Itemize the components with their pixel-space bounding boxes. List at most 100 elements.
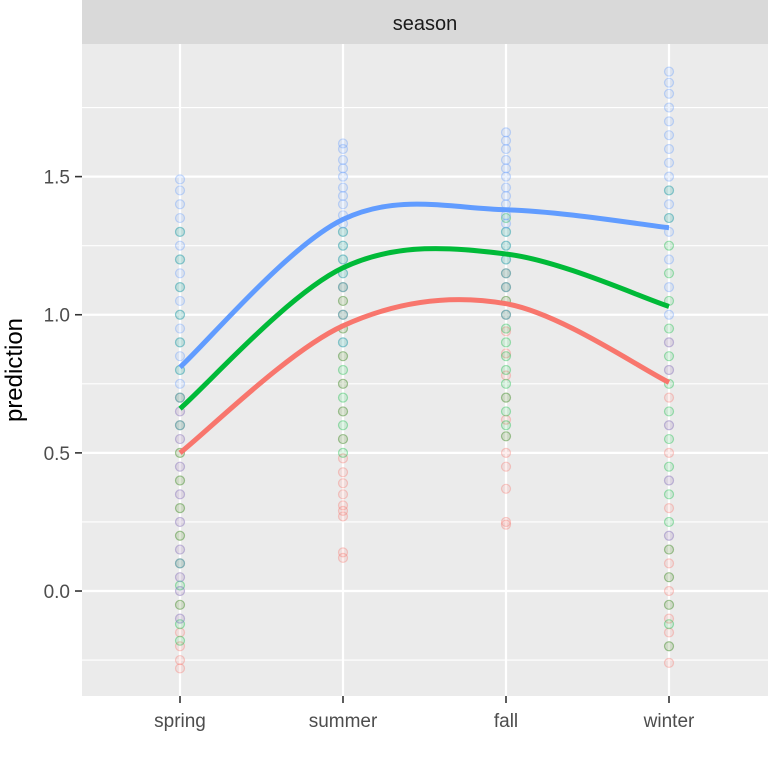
x-tick-label: summer bbox=[309, 711, 378, 732]
data-point bbox=[663, 503, 675, 514]
data-point bbox=[337, 351, 349, 362]
data-point bbox=[663, 77, 675, 88]
data-point bbox=[174, 475, 186, 486]
data-point bbox=[174, 199, 186, 210]
data-point bbox=[174, 212, 186, 224]
data-point bbox=[337, 154, 349, 166]
data-point bbox=[663, 212, 675, 224]
data-point bbox=[337, 199, 349, 210]
data-point bbox=[500, 461, 512, 472]
data-point bbox=[500, 171, 512, 182]
data-point bbox=[500, 240, 512, 251]
data-point bbox=[663, 619, 675, 630]
data-point bbox=[663, 240, 675, 251]
data-point bbox=[174, 641, 186, 652]
data-point bbox=[500, 378, 512, 389]
data-point bbox=[174, 420, 186, 431]
data-point bbox=[174, 558, 186, 569]
data-point bbox=[663, 130, 675, 141]
data-point bbox=[500, 337, 512, 348]
data-point bbox=[663, 268, 675, 279]
data-point bbox=[663, 185, 675, 196]
data-point bbox=[337, 182, 349, 193]
data-point bbox=[337, 143, 349, 155]
data-point bbox=[663, 641, 675, 652]
data-point bbox=[663, 530, 675, 541]
data-point bbox=[500, 309, 512, 320]
data-point bbox=[337, 309, 349, 320]
data-point bbox=[337, 309, 349, 320]
data-point bbox=[500, 326, 512, 337]
data-point bbox=[500, 406, 512, 417]
data-point bbox=[174, 558, 186, 569]
data-point bbox=[174, 530, 186, 541]
data-point bbox=[663, 364, 675, 376]
data-point bbox=[337, 447, 349, 458]
data-point bbox=[174, 337, 186, 348]
data-point bbox=[500, 351, 512, 362]
data-point bbox=[174, 503, 186, 514]
data-point bbox=[337, 364, 349, 376]
data-point bbox=[174, 585, 186, 597]
data-point bbox=[663, 212, 675, 224]
data-point bbox=[663, 516, 675, 528]
data-point bbox=[663, 323, 675, 334]
data-point bbox=[500, 268, 512, 279]
data-point bbox=[663, 544, 675, 555]
data-point bbox=[337, 351, 349, 362]
data-point bbox=[663, 558, 675, 569]
data-point bbox=[174, 635, 186, 646]
data-point bbox=[174, 530, 186, 541]
y-tick-label: 0.0 bbox=[44, 582, 70, 603]
data-point bbox=[174, 503, 186, 514]
data-point bbox=[337, 378, 349, 389]
data-point bbox=[663, 143, 675, 155]
data-point bbox=[174, 268, 186, 279]
data-point bbox=[337, 547, 349, 558]
data-point bbox=[663, 447, 675, 458]
data-point bbox=[174, 558, 186, 569]
data-point bbox=[663, 489, 675, 500]
data-point bbox=[337, 378, 349, 389]
data-point bbox=[174, 627, 186, 638]
data-point bbox=[174, 572, 186, 583]
data-point bbox=[500, 483, 512, 494]
data-point bbox=[500, 431, 512, 442]
data-point bbox=[663, 337, 675, 348]
x-axis: spring summer fall winter bbox=[154, 696, 695, 732]
data-point bbox=[174, 433, 186, 445]
data-point bbox=[500, 268, 512, 279]
data-point bbox=[663, 530, 675, 541]
data-point bbox=[174, 392, 186, 403]
data-point bbox=[174, 433, 186, 445]
data-point bbox=[174, 580, 186, 591]
data-point bbox=[500, 190, 512, 202]
data-point bbox=[337, 138, 349, 149]
data-point bbox=[174, 392, 186, 403]
y-axis: 0.0 0.5 1.0 1.5 bbox=[44, 168, 82, 603]
data-point bbox=[663, 420, 675, 431]
data-point bbox=[174, 226, 186, 237]
data-point bbox=[337, 392, 349, 403]
grid-lines bbox=[82, 44, 768, 696]
data-point bbox=[663, 116, 675, 127]
data-point bbox=[663, 199, 675, 210]
data-point bbox=[663, 420, 675, 431]
y-tick-label: 1.5 bbox=[44, 168, 70, 189]
data-point bbox=[337, 282, 349, 293]
data-point bbox=[500, 163, 512, 174]
data-point bbox=[500, 226, 512, 237]
data-point bbox=[500, 447, 512, 458]
data-point bbox=[337, 240, 349, 251]
data-point bbox=[337, 282, 349, 293]
data-point bbox=[174, 378, 186, 389]
data-point bbox=[337, 489, 349, 500]
data-point bbox=[337, 337, 349, 348]
data-point bbox=[174, 585, 186, 597]
data-point bbox=[500, 364, 512, 376]
data-point bbox=[500, 268, 512, 279]
data-point bbox=[500, 309, 512, 320]
data-point bbox=[663, 627, 675, 638]
facet-strip-label: season bbox=[393, 13, 458, 35]
